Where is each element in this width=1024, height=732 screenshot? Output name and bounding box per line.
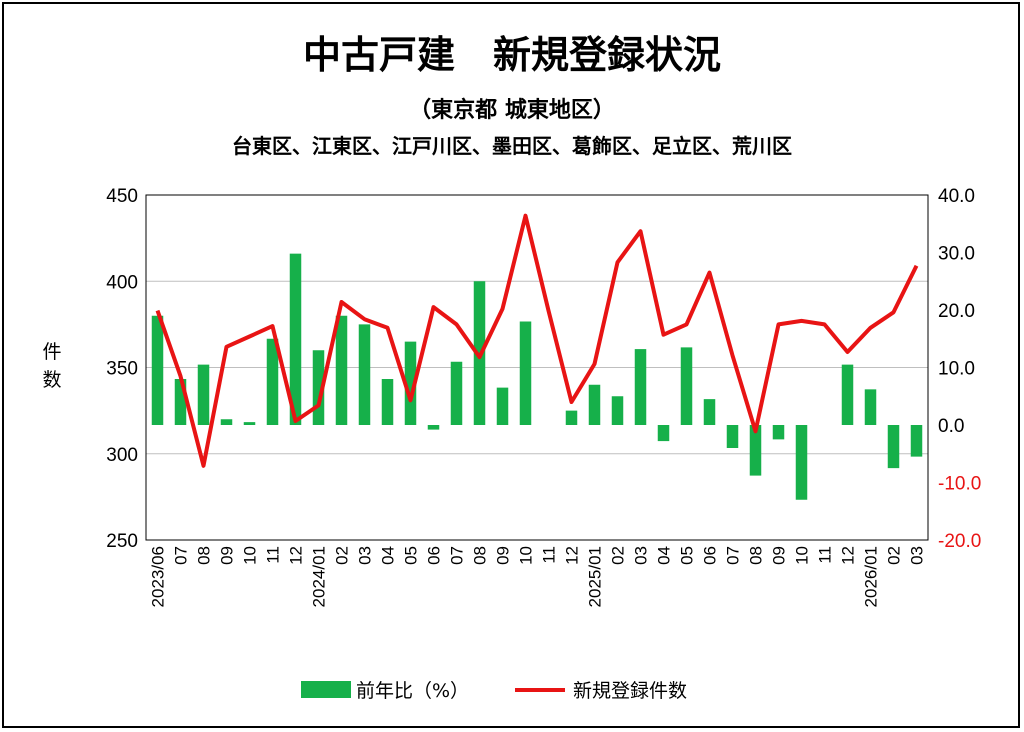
bar: [312, 350, 325, 425]
y-tick-label: 450: [106, 186, 138, 207]
bar: [496, 387, 509, 425]
x-tick-label: 09: [218, 546, 237, 565]
y-axis-label-char-2: 数: [42, 369, 61, 391]
y-tick-label: 400: [106, 272, 138, 293]
bar: [703, 399, 716, 425]
y2-tick-label: -10.0: [938, 474, 981, 495]
x-tick-label: 2024/01: [310, 546, 329, 607]
y2-tick-label: 30.0: [938, 244, 975, 265]
bar: [266, 338, 279, 425]
line-series: [155, 213, 919, 468]
bar: [174, 379, 187, 425]
y2-tick-label: 0.0: [938, 416, 964, 437]
legend-bar-label: 前年比（%）: [356, 680, 469, 702]
bar: [588, 384, 601, 425]
gridlines: [146, 194, 928, 541]
bar: [151, 315, 164, 425]
bar: [749, 425, 762, 476]
left-axis-ticks: 450 400 350 300 250: [106, 186, 138, 552]
y2-tick-label: 20.0: [938, 301, 975, 322]
chart-subtitle-districts: 台東区、江東区、江戸川区、墨田区、葛飾区、足立区、荒川区: [232, 134, 792, 158]
x-tick-label: 2025/01: [586, 546, 605, 607]
x-tick-label: 04: [379, 546, 398, 565]
right-axis-ticks: 40.0 30.0 20.0 10.0 0.0 -10.0 -20.0: [938, 186, 981, 552]
x-tick-label: 11: [816, 546, 835, 564]
bar: [220, 419, 233, 425]
bar-series: [151, 253, 923, 500]
bar: [726, 425, 739, 448]
x-tick-label: 2023/06: [149, 546, 168, 607]
x-tick-label: 03: [908, 546, 927, 565]
x-tick-label: 11: [264, 546, 283, 564]
bar: [910, 425, 923, 457]
x-axis-ticks: 2023/06 07 08 09 10 11 12 2024/01 02 03 04 05 06 07 08…: [149, 546, 927, 607]
x-tick-label: 12: [839, 546, 858, 565]
bar: [427, 425, 440, 430]
x-tick-label: 07: [448, 546, 467, 565]
y2-tick-label: 10.0: [938, 359, 975, 380]
x-tick-label: 06: [701, 546, 720, 565]
bar: [450, 361, 463, 425]
x-tick-label: 2026/01: [862, 546, 881, 607]
bar: [519, 321, 532, 425]
x-tick-label: 10: [241, 546, 260, 565]
bar: [680, 347, 693, 425]
line-path: [155, 213, 919, 468]
chart-title: 中古戸建 新規登録状況: [302, 33, 721, 77]
x-tick-label: 07: [724, 546, 743, 565]
x-tick-label: 10: [517, 546, 536, 565]
bar: [657, 425, 670, 442]
plot-area: [145, 194, 929, 541]
x-tick-label: 02: [333, 546, 352, 565]
y2-tick-label: -20.0: [938, 531, 981, 552]
x-tick-label: 06: [425, 546, 444, 565]
x-tick-label: 02: [885, 546, 904, 565]
x-tick-label: 08: [747, 546, 766, 565]
bar: [404, 341, 417, 425]
x-tick-label: 02: [609, 546, 628, 565]
bar: [335, 315, 348, 425]
y-tick-label: 300: [106, 445, 138, 466]
bar: [864, 389, 877, 425]
bar: [841, 364, 854, 425]
bar: [243, 422, 256, 425]
bar: [887, 425, 900, 469]
x-tick-label: 09: [494, 546, 513, 565]
y2-tick-label: 40.0: [938, 186, 975, 207]
bar: [565, 410, 578, 425]
bar: [611, 396, 624, 425]
x-tick-label: 12: [563, 546, 582, 565]
x-tick-label: 09: [770, 546, 789, 565]
x-tick-label: 12: [287, 546, 306, 565]
y-axis-label-char-1: 件: [42, 341, 61, 363]
bar: [358, 324, 371, 425]
y-tick-label: 250: [106, 531, 138, 552]
legend: 前年比（%） 新規登録件数: [301, 680, 687, 702]
x-tick-label: 08: [471, 546, 490, 565]
x-tick-label: 11: [540, 546, 559, 564]
legend-bar-swatch: [301, 681, 351, 698]
x-tick-label: 07: [172, 546, 191, 565]
bar: [197, 364, 210, 425]
x-tick-label: 05: [678, 546, 697, 565]
legend-line-label: 新規登録件数: [573, 680, 687, 702]
bar: [634, 349, 647, 425]
chart-subtitle: （東京都 城東地区）: [409, 98, 615, 123]
x-tick-label: 08: [195, 546, 214, 565]
bar: [381, 379, 394, 425]
x-tick-label: 10: [793, 546, 812, 565]
x-tick-label: 03: [356, 546, 375, 565]
y-tick-label: 350: [106, 359, 138, 380]
x-tick-label: 04: [655, 546, 674, 565]
bar: [772, 425, 785, 440]
bar: [289, 253, 302, 425]
x-tick-label: 05: [402, 546, 421, 565]
x-tick-label: 03: [632, 546, 651, 565]
bar: [795, 425, 808, 500]
